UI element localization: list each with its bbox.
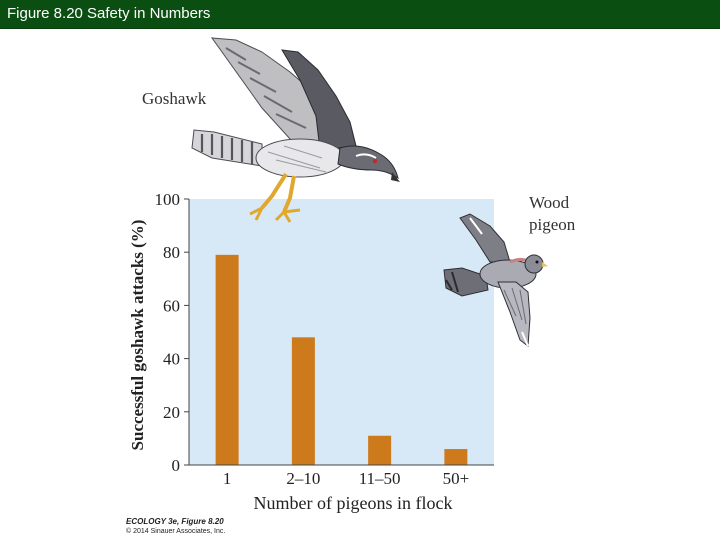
slide-title: Figure 8.20 Safety in Numbers	[7, 5, 211, 22]
y-tick-label: 60	[163, 296, 180, 315]
bar-4	[444, 449, 468, 465]
y-tick-label: 40	[163, 350, 180, 369]
figure-credit: ECOLOGY 3e, Figure 8.20 © 2014 Sinauer A…	[126, 517, 225, 536]
y-ticks: 0 20 40 60 80 100	[155, 190, 189, 475]
credit-line-2: © 2014 Sinauer Associates, Inc.	[126, 528, 226, 535]
x-tick-label: 11–50	[359, 469, 401, 488]
y-axis-label: Successful goshawk attacks (%)	[128, 220, 147, 451]
y-tick-label: 100	[155, 190, 181, 209]
x-ticks: 1 2–10 11–50 50+	[223, 469, 469, 488]
credit-line-1: ECOLOGY 3e, Figure 8.20	[126, 517, 224, 526]
plot-area	[189, 199, 494, 465]
y-tick-label: 80	[163, 243, 180, 262]
goshawk-label: Goshawk	[142, 89, 207, 108]
bar-1	[215, 254, 239, 465]
wood-pigeon-label-line1: Wood	[529, 193, 570, 212]
x-tick-label: 1	[223, 469, 232, 488]
x-axis-label: Number of pigeons in flock	[254, 493, 453, 513]
bar-2	[291, 337, 315, 465]
bar-3	[368, 435, 392, 465]
title-bar: Figure 8.20 Safety in Numbers	[0, 0, 720, 29]
goshawk-illustration	[191, 37, 400, 223]
x-tick-label: 50+	[443, 469, 470, 488]
x-tick-label: 2–10	[286, 469, 320, 488]
wood-pigeon-illustration	[443, 213, 548, 347]
y-tick-label: 0	[172, 456, 181, 475]
y-tick-label: 20	[163, 403, 180, 422]
bars-layer	[215, 254, 468, 465]
wood-pigeon-label-line2: pigeon	[529, 215, 576, 234]
